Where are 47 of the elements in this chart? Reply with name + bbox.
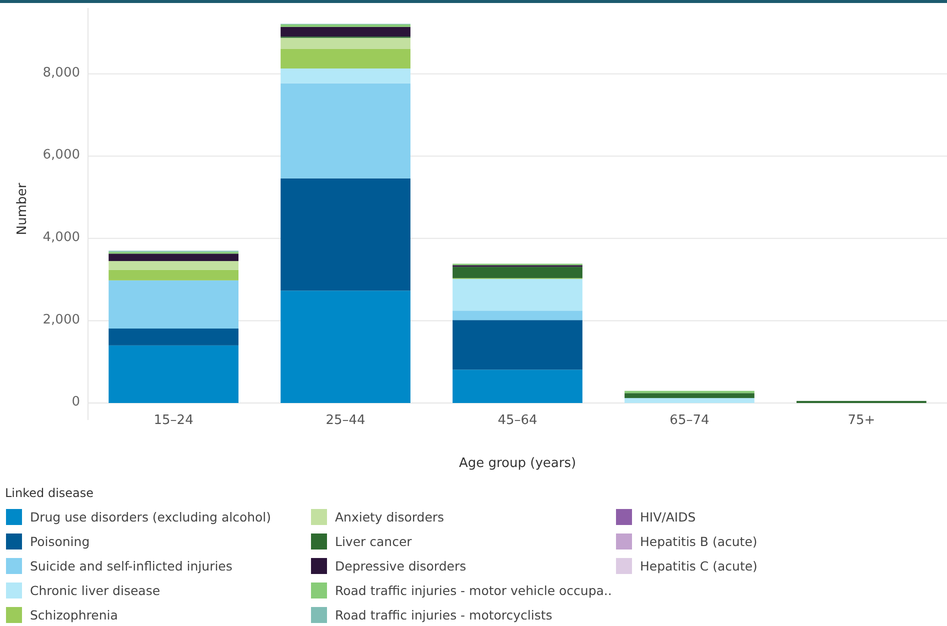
legend-label: Hepatitis C (acute) xyxy=(640,558,758,574)
bar xyxy=(108,254,238,262)
legend-title: Linked disease xyxy=(5,486,94,500)
bar xyxy=(280,178,410,291)
x-tick-label: 15–24 xyxy=(154,413,194,428)
bar xyxy=(108,270,238,280)
y-tick-label: 0 xyxy=(72,394,80,410)
bar xyxy=(280,68,410,84)
y-tick-label: 2,000 xyxy=(42,312,80,328)
x-tick-label: 65–74 xyxy=(670,413,710,428)
bar xyxy=(624,393,754,398)
bar xyxy=(280,26,410,37)
y-axis-title: Number xyxy=(15,182,30,236)
legend-label: Poisoning xyxy=(30,534,90,549)
x-axis-title: Age group (years) xyxy=(458,456,576,471)
legend-label: Anxiety disorders xyxy=(335,509,444,524)
legend-label: Road traffic injuries - motorcyclists xyxy=(335,607,552,622)
bar xyxy=(280,38,410,49)
bar xyxy=(280,48,410,68)
y-tick-label: 4,000 xyxy=(42,230,80,245)
bar xyxy=(452,278,582,311)
bar xyxy=(280,24,410,27)
legend-label: HIV/AIDS xyxy=(640,509,696,524)
x-tick-label: 25–44 xyxy=(326,413,366,428)
bar xyxy=(452,320,582,370)
legend-label: Schizophrenia xyxy=(30,607,118,622)
bar xyxy=(452,310,582,320)
y-tick-label: 6,000 xyxy=(42,148,80,163)
bar xyxy=(280,290,410,403)
legend-label: Drug use disorders (excluding alcohol) xyxy=(30,509,272,524)
bar xyxy=(108,261,238,270)
bar xyxy=(624,398,754,403)
bar xyxy=(280,83,410,178)
legend-label: Liver cancer xyxy=(335,534,413,549)
x-tick-label: 45–64 xyxy=(498,413,538,428)
legend-label: Suicide and self-inflicted injuries xyxy=(30,558,232,574)
legend-label: Depressive disorders xyxy=(335,558,466,574)
legend-label: Chronic liver disease xyxy=(30,582,160,598)
y-tick-label: 8,000 xyxy=(42,65,80,80)
bar xyxy=(108,345,238,403)
bar xyxy=(452,266,582,278)
bar xyxy=(452,370,582,403)
legend-label: Road traffic injuries - motor vehicle occupa.. xyxy=(335,582,612,598)
bar xyxy=(108,328,238,346)
x-tick-label: 75+ xyxy=(848,413,876,428)
bar xyxy=(108,280,238,329)
legend-label: Hepatitis B (acute) xyxy=(640,534,758,549)
